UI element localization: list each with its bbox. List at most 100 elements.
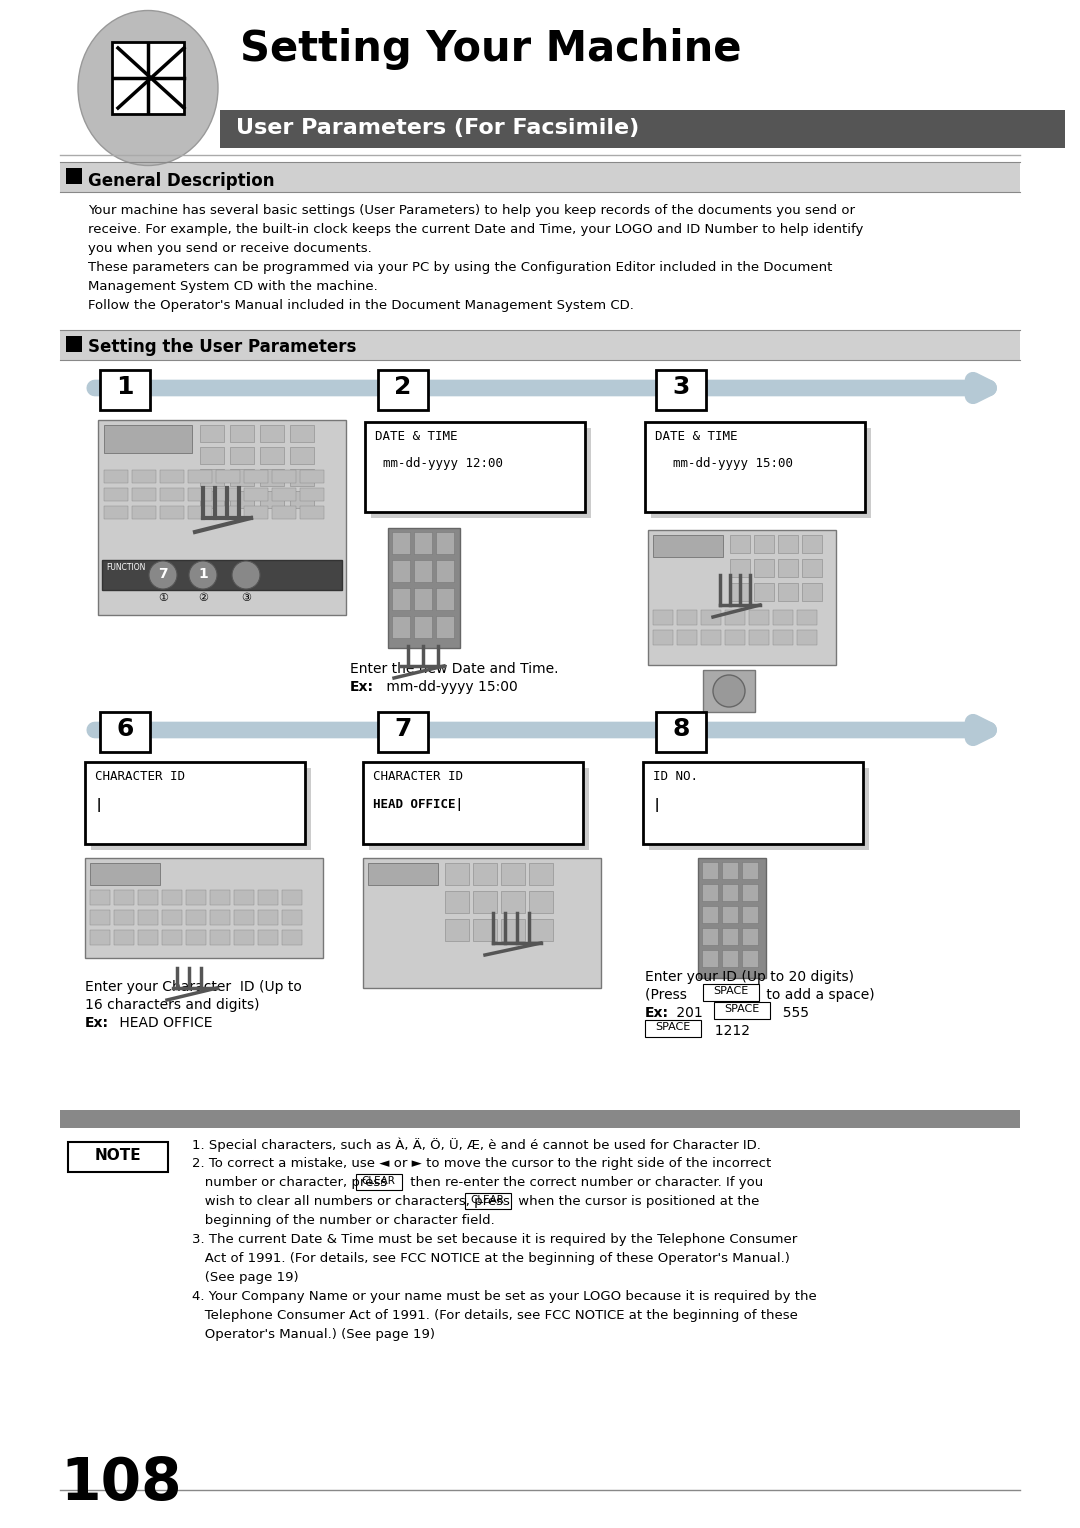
Bar bbox=[754, 559, 774, 578]
Bar bbox=[234, 931, 254, 944]
Text: 16 characters and digits): 16 characters and digits) bbox=[85, 998, 259, 1012]
Bar bbox=[160, 487, 184, 501]
Text: HEAD OFFICE: HEAD OFFICE bbox=[114, 1016, 213, 1030]
Bar bbox=[677, 610, 697, 625]
Bar bbox=[653, 610, 673, 625]
Bar bbox=[300, 471, 324, 483]
Text: 555: 555 bbox=[774, 1005, 809, 1021]
Bar bbox=[651, 428, 870, 518]
Bar bbox=[702, 862, 718, 879]
Bar bbox=[138, 931, 158, 944]
Bar bbox=[656, 712, 706, 752]
Bar bbox=[186, 911, 206, 924]
Bar bbox=[473, 918, 497, 941]
Bar bbox=[445, 918, 469, 941]
Bar bbox=[85, 762, 305, 843]
Text: 3: 3 bbox=[673, 374, 690, 399]
Bar bbox=[186, 889, 206, 905]
Bar bbox=[529, 918, 553, 941]
Text: mm-dd-yyyy 15:00: mm-dd-yyyy 15:00 bbox=[673, 457, 793, 471]
Bar bbox=[414, 559, 432, 582]
Bar bbox=[653, 630, 673, 645]
Text: Ex:: Ex: bbox=[350, 680, 374, 694]
Bar bbox=[162, 889, 183, 905]
Text: Act of 1991. (For details, see FCC NOTICE at the beginning of these Operator's M: Act of 1991. (For details, see FCC NOTIC… bbox=[192, 1251, 789, 1265]
Bar bbox=[132, 471, 156, 483]
Bar bbox=[300, 506, 324, 520]
Bar bbox=[98, 420, 346, 614]
Bar bbox=[436, 588, 454, 610]
Text: mm-dd-yyyy 12:00: mm-dd-yyyy 12:00 bbox=[383, 457, 503, 471]
Bar bbox=[645, 1021, 701, 1038]
Bar bbox=[260, 490, 284, 507]
Bar bbox=[698, 859, 766, 978]
Ellipse shape bbox=[78, 11, 218, 165]
Text: then re-enter the correct number or character. If you: then re-enter the correct number or char… bbox=[405, 1177, 762, 1189]
Bar bbox=[702, 885, 718, 902]
Bar bbox=[282, 911, 302, 924]
Text: 1212: 1212 bbox=[706, 1024, 750, 1038]
Text: 2. To correct a mistake, use ◄ or ► to move the cursor to the right side of the : 2. To correct a mistake, use ◄ or ► to m… bbox=[192, 1157, 771, 1170]
Bar bbox=[186, 931, 206, 944]
Bar bbox=[392, 588, 410, 610]
Bar bbox=[365, 422, 585, 512]
Bar bbox=[754, 584, 774, 601]
Text: 1: 1 bbox=[198, 567, 207, 581]
Bar bbox=[355, 1174, 402, 1190]
Bar bbox=[773, 630, 793, 645]
Bar bbox=[160, 506, 184, 520]
Bar bbox=[258, 889, 278, 905]
Bar bbox=[200, 469, 224, 486]
Bar bbox=[260, 425, 284, 442]
Bar bbox=[210, 931, 230, 944]
Bar bbox=[66, 336, 82, 351]
Text: 3. The current Date & Time must be set because it is required by the Telephone C: 3. The current Date & Time must be set b… bbox=[192, 1233, 797, 1245]
Bar bbox=[643, 762, 863, 843]
Bar bbox=[200, 490, 224, 507]
Bar bbox=[445, 863, 469, 885]
Bar bbox=[104, 471, 129, 483]
Text: 7: 7 bbox=[394, 717, 411, 741]
Bar bbox=[501, 863, 525, 885]
Bar bbox=[648, 530, 836, 665]
Bar bbox=[104, 425, 192, 452]
Text: ②: ② bbox=[198, 593, 208, 604]
Text: (See page 19): (See page 19) bbox=[192, 1271, 299, 1284]
Bar bbox=[230, 425, 254, 442]
Bar bbox=[112, 41, 184, 115]
Text: NOTE: NOTE bbox=[95, 1148, 141, 1163]
Bar bbox=[216, 506, 240, 520]
Bar bbox=[244, 487, 268, 501]
Bar bbox=[272, 471, 296, 483]
Bar bbox=[750, 630, 769, 645]
Bar bbox=[234, 911, 254, 924]
Bar bbox=[725, 630, 745, 645]
Bar bbox=[464, 1193, 511, 1209]
Text: 2: 2 bbox=[394, 374, 411, 399]
Bar bbox=[742, 885, 758, 902]
Bar bbox=[653, 535, 723, 558]
Bar bbox=[723, 927, 738, 944]
Bar bbox=[392, 532, 410, 555]
Bar bbox=[473, 891, 497, 914]
Text: 1. Special characters, such as À, Ä, Ö, Ü, Æ, è and é cannot be used for Charact: 1. Special characters, such as À, Ä, Ö, … bbox=[192, 1138, 761, 1152]
Bar bbox=[258, 911, 278, 924]
Text: 4. Your Company Name or your name must be set as your LOGO because it is require: 4. Your Company Name or your name must b… bbox=[192, 1290, 816, 1303]
Bar bbox=[501, 891, 525, 914]
Bar bbox=[230, 448, 254, 465]
Bar bbox=[160, 471, 184, 483]
Bar bbox=[104, 506, 129, 520]
Circle shape bbox=[713, 675, 745, 707]
Bar bbox=[244, 506, 268, 520]
Text: you when you send or receive documents.: you when you send or receive documents. bbox=[87, 241, 372, 255]
Text: wish to clear all numbers or characters, press: wish to clear all numbers or characters,… bbox=[192, 1195, 514, 1209]
Bar bbox=[230, 490, 254, 507]
Bar bbox=[702, 950, 718, 967]
Text: Ex:: Ex: bbox=[85, 1016, 109, 1030]
Bar bbox=[436, 616, 454, 639]
Text: CLEAR: CLEAR bbox=[362, 1177, 395, 1186]
Bar bbox=[702, 927, 718, 944]
Text: Enter your Character  ID (Up to: Enter your Character ID (Up to bbox=[85, 979, 302, 995]
Bar bbox=[90, 889, 110, 905]
Bar bbox=[414, 616, 432, 639]
